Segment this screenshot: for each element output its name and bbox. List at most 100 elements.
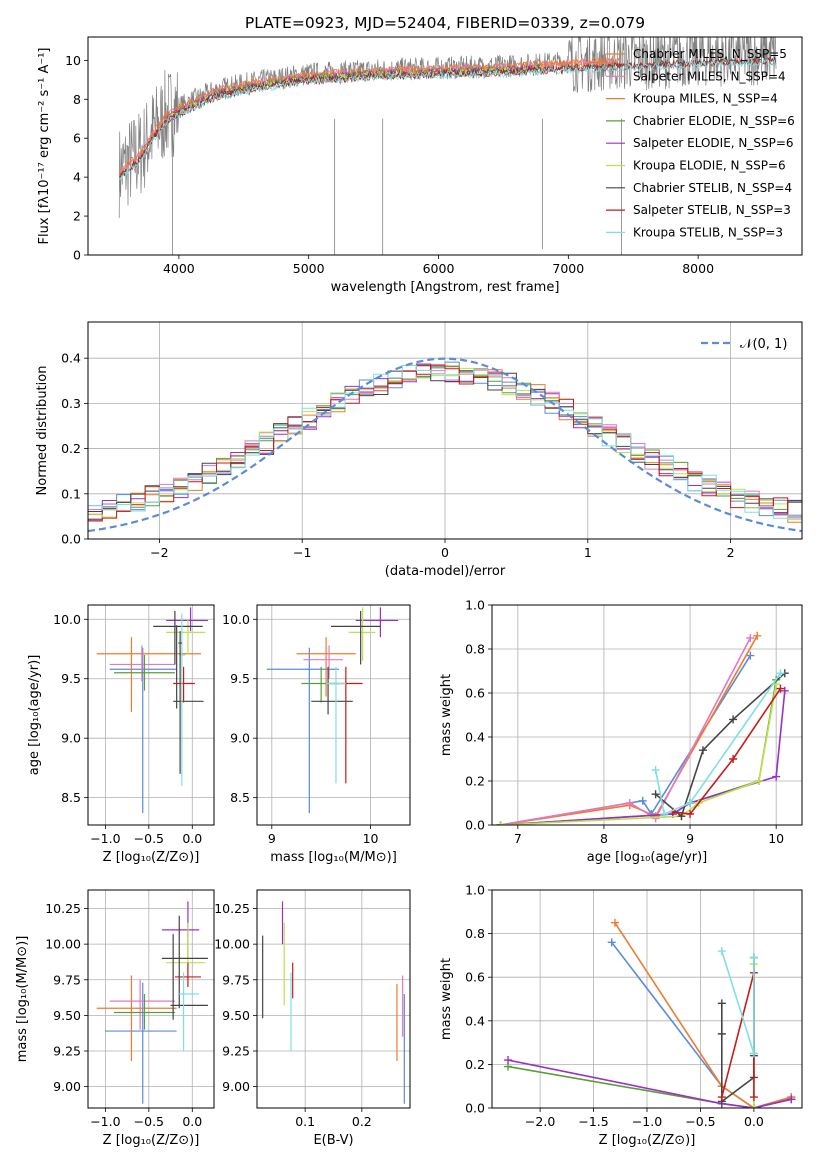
plot-frame	[87, 604, 215, 826]
x-axis-label: Z [log₁₀(Z/Z⊙)]	[103, 1133, 200, 1148]
x-tick-label: 1	[584, 545, 592, 560]
mass-weight-line	[611, 941, 792, 1108]
histogram-step	[88, 365, 802, 515]
y-tick-label: 0.0	[61, 532, 81, 547]
spectrum-panel: 4000 5000 6000 7000 8000 0 2 4 6 8 10 wavelength [A…	[37, 36, 803, 295]
y-axis-label: Normed distribution	[35, 366, 50, 496]
x-tick-label: −1.0	[632, 1114, 662, 1129]
y-tick-label: 6	[73, 131, 81, 146]
age-vs-Z-panel: −1.0 −0.5 0.0 8.5 9.0 9.5 10.0 Z [log₁₀(Z/Z⊙)] a…	[27, 604, 215, 865]
plot-frame	[256, 604, 411, 826]
y-axis-label: age [log₁₀(age/yr)]	[27, 655, 42, 776]
y-tick-label: 0.4	[465, 730, 485, 745]
mass-weight-line	[500, 684, 777, 825]
x-axis-label: wavelength [Angstrom, rest frame]	[331, 280, 560, 295]
legend-entry: Kroupa MILES, N_SSP=4	[633, 92, 778, 106]
x-tick-label: 9	[268, 831, 276, 846]
x-tick-label: −0.5	[685, 1114, 715, 1129]
y-tick-label: 8.5	[230, 790, 250, 805]
y-tick-label: 0.8	[465, 926, 485, 941]
mass-vs-EBV-panel: 0.1 0.2 9.00 9.25 9.50 9.75 10.00 10.25 E(B-V)	[214, 889, 411, 1148]
y-tick-label: 8.5	[61, 790, 81, 805]
spectrum-title: PLATE=0923, MJD=52404, FIBERID=0339, z=0…	[245, 14, 645, 32]
data-point-marker	[749, 1049, 758, 1058]
y-tick-label: 10	[65, 53, 81, 68]
x-tick-label: 9	[686, 831, 694, 846]
y-tick-label: 9.75	[222, 972, 250, 987]
y-tick-label: 10.0	[53, 612, 81, 627]
y-axis-label: mass weight	[439, 958, 454, 1040]
data-point-marker	[746, 651, 755, 660]
data-point-marker	[753, 631, 762, 640]
y-tick-label: 9.50	[222, 1008, 250, 1023]
data-point-marker	[686, 810, 695, 818]
plot-frame	[87, 321, 803, 540]
y-tick-label: 0.3	[61, 396, 81, 411]
data-point-marker	[787, 1095, 796, 1104]
data-point-marker	[780, 686, 789, 695]
model-spectrum-line	[165, 65, 543, 124]
x-tick-label: 0	[441, 545, 449, 560]
plot-frame	[87, 889, 215, 1109]
data-point-marker	[729, 755, 738, 763]
x-tick-label: −1.5	[578, 1114, 608, 1129]
x-axis-label: (data-model)/error	[385, 564, 506, 579]
legend-entry: 𝒩(0, 1)	[740, 337, 787, 352]
y-tick-label: 0.0	[465, 818, 485, 833]
data-point-marker	[651, 790, 660, 799]
data-point-marker	[651, 766, 660, 774]
legend-entry: Chabrier STELIB, N_SSP=4	[633, 181, 792, 195]
y-tick-label: 9.00	[53, 1079, 81, 1094]
data-point-marker	[717, 1093, 726, 1102]
x-tick-label: −2.0	[525, 1114, 555, 1129]
data-point-marker	[686, 799, 695, 807]
y-tick-label: 0.2	[61, 441, 81, 456]
y-tick-label: 0.1	[61, 486, 81, 501]
y-axis-label: mass weight	[439, 674, 454, 756]
y-tick-label: 1.0	[465, 883, 485, 898]
y-tick-label: 8	[73, 92, 81, 107]
model-spectrum-line	[118, 55, 776, 180]
mass-weight-line	[672, 688, 782, 815]
x-axis-label: E(B-V)	[313, 1133, 353, 1148]
y-tick-label: 10.0	[222, 612, 250, 627]
x-tick-label: −1.0	[90, 831, 120, 846]
x-axis-label: Z [log₁₀(Z/Z⊙)]	[103, 850, 200, 865]
data-point-marker	[610, 918, 619, 927]
x-tick-label: −1.0	[90, 1114, 120, 1129]
y-tick-label: 1.0	[465, 598, 485, 613]
y-tick-label: 0.4	[61, 351, 81, 366]
data-point-marker	[776, 669, 785, 678]
y-tick-label: 9.0	[230, 731, 250, 746]
y-tick-label: 10.25	[214, 901, 250, 916]
data-point-marker	[754, 777, 763, 785]
data-point-marker	[698, 746, 707, 755]
y-axis-label: Flux [fλ10⁻¹⁷ erg cm⁻² s⁻¹ A⁻¹]	[37, 48, 52, 245]
legend-entry: Kroupa ELODIE, N_SSP=6	[633, 159, 786, 173]
data-point-marker	[638, 796, 647, 805]
residuals-panel: −2 −1 0 1 2 0.0 0.1 0.2 0.3 0.4 (data-model)/error…	[35, 321, 803, 579]
plot-frame	[256, 889, 411, 1109]
x-tick-label: 2	[727, 545, 735, 560]
data-point-marker	[625, 799, 634, 807]
mass-vs-Z-panel: −1.0 −0.5 0.0 9.00 9.25 9.50 9.75 10.00 10.25 Z […	[15, 889, 215, 1148]
mass-weight-line	[507, 1065, 792, 1108]
y-tick-label: 9.5	[230, 671, 250, 686]
massweight-vs-age-panel: 7 8 9 10 0.0 0.2 0.4 0.6 0.8 1.0 age [log₁₀(age/yr…	[439, 598, 803, 865]
data-point-marker	[660, 810, 669, 818]
mass-weight-line	[500, 635, 758, 825]
y-tick-label: 0.8	[465, 642, 485, 657]
y-tick-label: 9.50	[53, 1008, 81, 1023]
x-tick-label: −1	[293, 545, 311, 560]
x-tick-label: 0.0	[182, 1114, 202, 1129]
x-tick-label: 0.0	[182, 831, 202, 846]
y-tick-label: 0.6	[465, 970, 485, 985]
y-tick-label: 0.2	[465, 774, 485, 789]
legend-entry: Chabrier ELODIE, N_SSP=6	[633, 114, 795, 128]
y-axis-label: mass [log₁₀(M/M⊙)]	[15, 936, 30, 1063]
legend-entry: Salpeter ELODIE, N_SSP=6	[633, 136, 794, 150]
data-point-marker	[749, 1104, 758, 1108]
x-tick-label: 8000	[682, 261, 714, 276]
plot-frame	[491, 604, 803, 826]
